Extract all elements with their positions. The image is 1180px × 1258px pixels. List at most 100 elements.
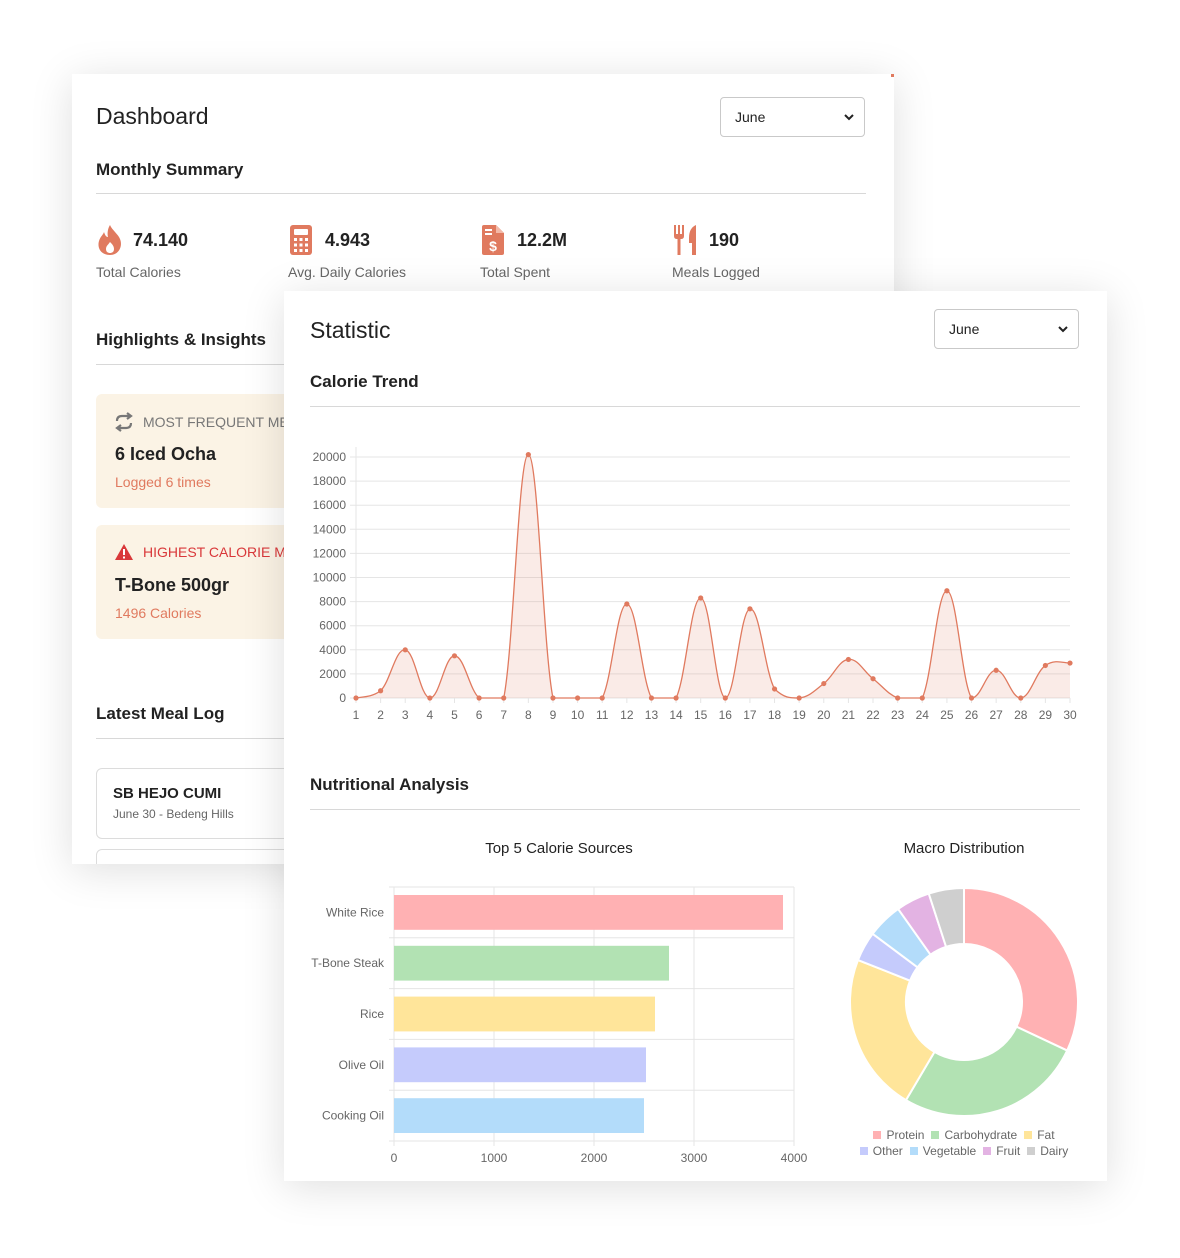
legend-item[interactable]: Protein	[873, 1128, 924, 1142]
x-tick-label: 18	[768, 708, 782, 722]
x-tick-label: 9	[550, 708, 557, 722]
x-tick-label: 25	[940, 708, 954, 722]
bar	[394, 996, 655, 1032]
latest-meal-log-title: Latest Meal Log	[96, 704, 225, 723]
data-point	[525, 451, 531, 458]
calculator-icon	[290, 225, 312, 255]
legend-item[interactable]: Vegetable	[909, 1144, 977, 1158]
x-tick-label: 29	[1039, 708, 1053, 722]
repeat-icon	[115, 412, 133, 432]
legend-swatch	[1024, 1131, 1033, 1139]
x-tick-label: 4000	[781, 1151, 808, 1165]
x-tick-label: 0	[391, 1151, 398, 1165]
bar-chart-title: Top 5 Calorie Sources	[485, 840, 633, 857]
x-tick-label: 6	[476, 708, 483, 722]
x-tick-label: 16	[719, 708, 733, 722]
legend-label: Fat	[1037, 1128, 1055, 1142]
macro-distribution-chart	[849, 886, 1079, 1117]
legend-label: Dairy	[1040, 1144, 1069, 1158]
meal-log-title: SB HEJO CUMI	[113, 785, 222, 802]
data-point	[698, 595, 704, 601]
data-point	[427, 695, 433, 701]
monthly-summary-title: Monthly Summary	[96, 160, 244, 179]
divider	[310, 809, 1080, 810]
y-tick-label: 10000	[313, 571, 347, 585]
x-tick-label: 13	[645, 708, 659, 722]
legend-item[interactable]: Fruit	[983, 1144, 1020, 1158]
insight-header: MOST FREQUENT ME	[114, 412, 289, 432]
category-label: T-Bone Steak	[311, 956, 385, 970]
meal-log-item[interactable]	[96, 849, 296, 864]
insight-header: HIGHEST CALORIE MI	[114, 543, 290, 561]
invoice-dollar-icon: $	[482, 225, 504, 255]
legend-item[interactable]: Fat	[1024, 1128, 1055, 1142]
x-tick-label: 21	[842, 708, 856, 722]
data-point	[1067, 660, 1073, 666]
x-tick-label: 8	[525, 708, 532, 722]
calorie-trend-title: Calorie Trend	[310, 372, 419, 391]
data-point	[722, 695, 728, 701]
donut-slice	[927, 886, 965, 949]
legend-label: Carbohydrate	[944, 1128, 1018, 1142]
insight-highest-calorie: HIGHEST CALORIE MI T-Bone 500gr 1496 Cal…	[96, 525, 296, 639]
divider	[96, 193, 866, 194]
data-point	[796, 695, 802, 701]
stat-total-spent: $ 12.2M Total Spent	[480, 224, 660, 294]
stat-value: 12.2M	[517, 230, 568, 250]
insight-most-frequent: MOST FREQUENT ME 6 Iced Ocha Logged 6 ti…	[96, 394, 296, 508]
data-point	[574, 695, 581, 701]
x-tick-label: 2000	[581, 1151, 608, 1165]
x-tick-label: 12	[620, 708, 634, 722]
x-tick-label: 3	[402, 708, 409, 722]
x-tick-label: 30	[1063, 708, 1077, 722]
legend-swatch	[931, 1131, 940, 1139]
month-select[interactable]: June	[720, 97, 865, 137]
corner-accent	[891, 74, 894, 77]
data-point	[771, 686, 778, 692]
insight-meal-name: T-Bone 500gr	[115, 575, 230, 595]
data-point	[895, 695, 901, 701]
x-tick-label: 10	[571, 708, 585, 722]
legend-item[interactable]: Dairy	[1027, 1144, 1068, 1158]
flame-icon	[98, 225, 121, 255]
month-select[interactable]: June	[934, 309, 1079, 349]
stat-label: Avg. Daily Calories	[288, 264, 407, 280]
legend-swatch	[873, 1131, 882, 1139]
dashboard-title: Dashboard	[96, 103, 209, 129]
legend-label: Protein	[886, 1128, 925, 1142]
data-point	[968, 695, 975, 701]
stat-value: 74.140	[133, 230, 189, 250]
donut-slice	[849, 958, 936, 1102]
x-tick-label: 7	[500, 708, 507, 722]
legend-item[interactable]: Carbohydrate	[931, 1128, 1017, 1142]
x-tick-label: 14	[669, 708, 683, 722]
stat-label: Total Calories	[96, 264, 181, 280]
x-tick-label: 19	[792, 708, 806, 722]
insight-detail: 1496 Calories	[115, 605, 202, 621]
legend-swatch	[859, 1147, 868, 1155]
divider	[310, 406, 1080, 407]
statistic-title: Statistic	[310, 317, 391, 343]
month-select-value: June	[949, 321, 980, 337]
svg-text:$: $	[489, 238, 497, 254]
x-tick-label: 26	[965, 708, 979, 722]
insight-header-label: MOST FREQUENT ME	[143, 414, 289, 430]
data-point	[451, 653, 458, 659]
data-point	[919, 695, 925, 701]
x-tick-label: 24	[916, 708, 930, 722]
chevron-down-icon	[1058, 326, 1068, 333]
meal-log-item[interactable]: SB HEJO CUMI June 30 - Bedeng Hills	[96, 768, 296, 839]
statistic-card: Statistic June Calorie Trend 0 2000 4000 60…	[284, 291, 1107, 1181]
legend-item[interactable]: Other	[859, 1144, 903, 1158]
stat-value: 4.943	[325, 230, 371, 250]
calorie-trend-chart: 0 2000 4000 6000 8000 10000 12000 14000 16000 180…	[313, 447, 1077, 722]
insight-header-label: HIGHEST CALORIE MI	[143, 544, 290, 560]
y-tick-label: 16000	[313, 498, 347, 512]
donut-chart-title: Macro Distribution	[903, 840, 1025, 857]
utensils-icon	[674, 225, 696, 255]
legend-swatch	[909, 1147, 918, 1155]
legend-label: Vegetable	[922, 1144, 977, 1158]
bar	[394, 1047, 646, 1083]
x-tick-label: 3000	[681, 1151, 708, 1165]
legend-swatch	[983, 1147, 992, 1155]
